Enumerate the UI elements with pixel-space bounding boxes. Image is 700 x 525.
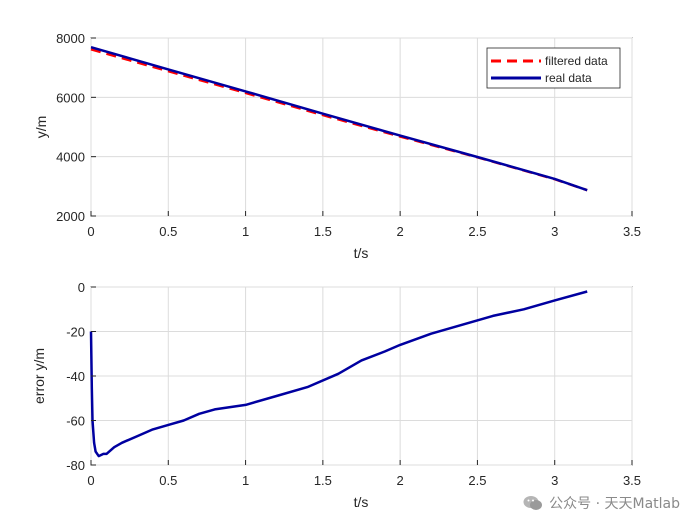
top-y-axis-label: y/m — [33, 116, 49, 139]
top-series — [90, 45, 588, 192]
y-tick-label: 4000 — [56, 150, 85, 165]
x-tick-label: 1.5 — [314, 473, 332, 488]
top-x-ticks: 0 0.5 1 1.5 2 2.5 3 3.5 — [87, 211, 641, 239]
x-tick-label: 3 — [551, 473, 558, 488]
x-tick-label: 0 — [87, 224, 94, 239]
x-tick-label: 0.5 — [159, 473, 177, 488]
x-tick-label: 3 — [551, 224, 558, 239]
y-tick-label: 6000 — [56, 90, 85, 105]
x-tick-label: 2 — [397, 224, 404, 239]
bottom-axes: 0 0.5 1 1.5 2 2.5 3 3.5 -80 -60 -40 -20 0 t/s error… — [31, 280, 641, 510]
y-tick-label: -20 — [66, 325, 85, 340]
x-tick-label: 3.5 — [623, 224, 641, 239]
y-tick-label: 2000 — [56, 209, 85, 224]
x-tick-label: 2.5 — [468, 224, 486, 239]
legend-label-filtered: filtered data — [545, 54, 608, 68]
watermark-text: 公众号 · 天天Matlab — [549, 496, 680, 512]
real-data-series-line — [90, 45, 588, 192]
y-tick-label: 0 — [78, 280, 85, 295]
bottom-x-axis-label: t/s — [354, 494, 369, 510]
top-legend: filtered data real data — [486, 47, 621, 89]
top-axes: 0 0.5 1 1.5 2 2.5 3 3.5 2000 4000 6000 8000 t/s y/… — [33, 31, 641, 261]
x-tick-label: 3.5 — [623, 473, 641, 488]
x-tick-label: 0 — [87, 473, 94, 488]
x-tick-label: 1 — [242, 473, 249, 488]
x-tick-label: 2 — [397, 473, 404, 488]
legend-box — [486, 47, 621, 89]
bottom-series — [89, 290, 588, 458]
wechat-icon — [523, 496, 543, 510]
bottom-grid — [90, 286, 633, 466]
bottom-y-axis-label: error y/m — [31, 348, 47, 404]
x-tick-label: 2.5 — [468, 473, 486, 488]
error-series-line — [89, 290, 588, 458]
y-tick-label: -80 — [66, 458, 85, 473]
x-tick-label: 1 — [242, 224, 249, 239]
top-y-ticks: 2000 4000 6000 8000 — [56, 31, 96, 224]
bottom-y-ticks: -80 -60 -40 -20 0 — [66, 280, 96, 473]
y-tick-label: -60 — [66, 414, 85, 429]
bottom-x-ticks: 0 0.5 1 1.5 2 2.5 3 3.5 — [87, 460, 641, 488]
x-tick-label: 1.5 — [314, 224, 332, 239]
x-tick-label: 0.5 — [159, 224, 177, 239]
legend-label-real: real data — [545, 71, 592, 85]
y-tick-label: 8000 — [56, 31, 85, 46]
watermark: 公众号 · 天天Matlab — [523, 493, 680, 513]
y-tick-label: -40 — [66, 369, 85, 384]
top-x-axis-label: t/s — [354, 245, 369, 261]
